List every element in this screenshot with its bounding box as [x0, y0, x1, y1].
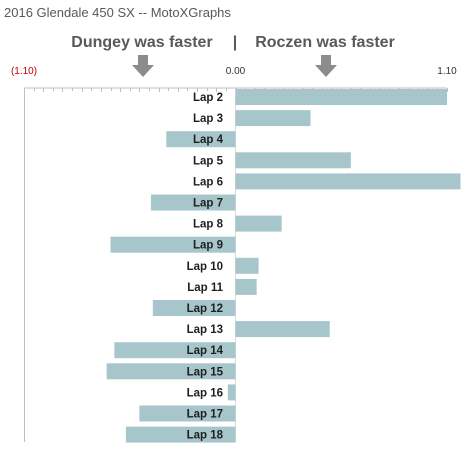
chart-title: 2016 Glendale 450 SX -- MotoXGraphs: [4, 5, 231, 20]
bar: [139, 405, 236, 422]
left-header: Dungey was faster: [71, 34, 212, 51]
bar: [227, 384, 236, 401]
bar: [152, 300, 236, 316]
x-tick-label: (1.10): [11, 66, 37, 77]
category-label: Lap 9: [193, 240, 223, 252]
category-label: Lap 3: [193, 113, 223, 125]
category-label: Lap 16: [187, 387, 223, 399]
x-tick-label: 0.00: [226, 66, 246, 77]
category-label: Lap 4: [193, 134, 224, 146]
bar: [110, 236, 236, 253]
category-label: Lap 15: [187, 366, 224, 378]
bar: [235, 173, 461, 190]
category-label: Lap 10: [187, 261, 223, 273]
right-down-arrow-icon: [315, 55, 337, 77]
category-label: Lap 18: [187, 430, 224, 442]
category-label: Lap 11: [187, 282, 223, 294]
bar: [166, 131, 236, 148]
bar: [150, 194, 236, 211]
right-header: Roczen was faster: [255, 34, 395, 51]
bars: [106, 89, 461, 443]
category-label: Lap 17: [187, 409, 223, 421]
category-labels: Lap 2 Lap 3 Lap 4 Lap 5 Lap 6 Lap 7 Lap 8 Lap 9…: [187, 92, 224, 442]
category-label: Lap 5: [193, 155, 224, 167]
left-down-arrow-icon: [132, 55, 154, 77]
bar: [235, 110, 311, 127]
category-label: Lap 8: [193, 219, 224, 231]
category-label: Lap 12: [187, 303, 223, 315]
category-label: Lap 7: [193, 198, 223, 210]
bar: [125, 426, 236, 443]
category-label: Lap 6: [193, 176, 223, 188]
bar: [235, 215, 282, 232]
bar: [235, 152, 351, 169]
category-label: Lap 14: [187, 345, 224, 357]
bar: [235, 278, 257, 295]
bar: [235, 321, 330, 338]
bar: [106, 363, 236, 380]
category-label: Lap 2: [193, 92, 223, 104]
bar: [114, 342, 236, 359]
direction-arrows: [132, 55, 337, 77]
header-separator: |: [233, 34, 237, 51]
x-tick-label: 1.10: [437, 66, 457, 77]
category-label: Lap 13: [187, 324, 223, 336]
bar: [235, 257, 259, 274]
bar: [235, 89, 447, 105]
